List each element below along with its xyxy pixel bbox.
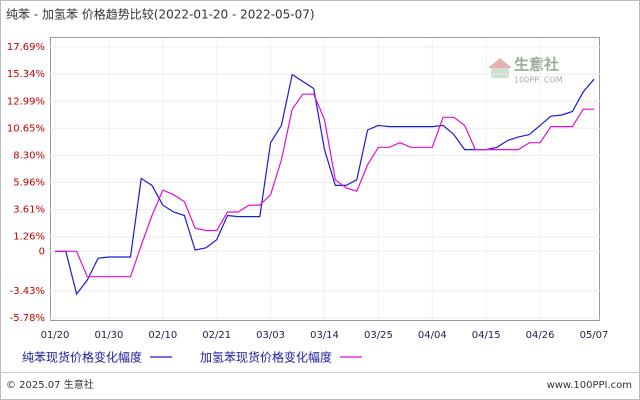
watermark-sub: 100PPI.COM bbox=[514, 76, 563, 85]
legend-label: 加氢苯现货价格变化幅度 bbox=[200, 350, 332, 365]
y-tick-label: 0 bbox=[39, 246, 45, 257]
chart-title: 纯苯 - 加氢苯 价格趋势比较(2022-01-20 - 2022-05-07) bbox=[6, 7, 315, 22]
series-line bbox=[55, 73, 595, 296]
footer-left: © 2025.07 生意社 bbox=[6, 378, 94, 391]
y-tick-label: 12.99% bbox=[7, 96, 45, 107]
x-tick-label: 03/03 bbox=[256, 330, 285, 341]
y-tick-label: 8.30% bbox=[13, 150, 45, 161]
y-tick-label: 17.69% bbox=[7, 42, 45, 53]
x-tick-label: 01/20 bbox=[41, 330, 70, 341]
x-tick-label: 02/10 bbox=[148, 330, 177, 341]
footer-right: www.100PPI.com bbox=[547, 380, 632, 391]
y-tick-label: 15.34% bbox=[7, 69, 45, 80]
x-tick-label: 04/26 bbox=[526, 330, 555, 341]
x-tick-label: 04/15 bbox=[472, 330, 501, 341]
x-tick-label: 05/07 bbox=[580, 330, 609, 341]
legend-label: 纯苯现货价格变化幅度 bbox=[22, 350, 142, 365]
x-tick-label: 03/14 bbox=[310, 330, 339, 341]
plot-frame bbox=[50, 37, 600, 321]
x-tick-label: 02/21 bbox=[202, 330, 231, 341]
logo-body bbox=[491, 68, 509, 78]
y-tick-label: 3.61% bbox=[13, 205, 45, 216]
x-tick-label: 01/30 bbox=[94, 330, 123, 341]
series-line bbox=[55, 93, 594, 278]
y-tick-label: -5.78% bbox=[10, 313, 45, 324]
y-tick-label: 1.26% bbox=[13, 232, 45, 243]
y-tick-label: 5.96% bbox=[13, 177, 45, 188]
watermark: 生意社 100PPI.COM bbox=[488, 56, 563, 85]
x-tick-label: 03/25 bbox=[364, 330, 393, 341]
y-tick-label: 10.65% bbox=[7, 123, 45, 134]
logo-roof bbox=[488, 58, 512, 68]
x-tick-label: 04/04 bbox=[418, 330, 447, 341]
watermark-text: 生意社 bbox=[514, 56, 559, 74]
y-tick-label: -3.43% bbox=[10, 286, 45, 297]
